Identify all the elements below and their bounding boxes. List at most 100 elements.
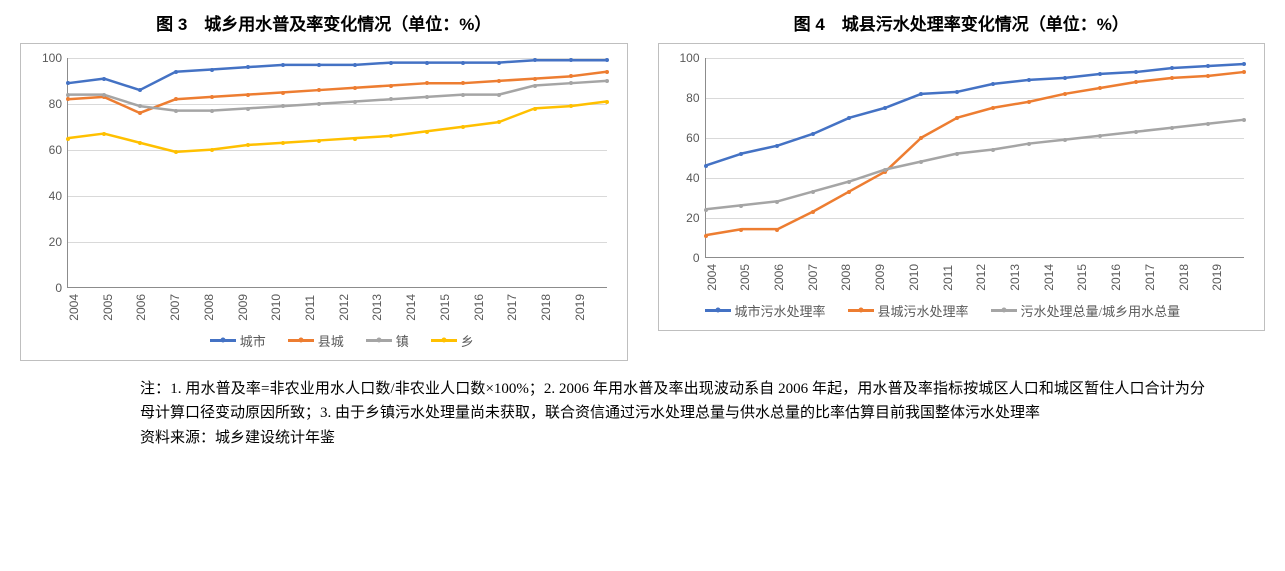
series-marker <box>138 104 142 108</box>
series-marker <box>246 107 250 111</box>
legend-swatch <box>210 339 236 342</box>
y-tick-label: 100 <box>32 51 62 65</box>
series-marker <box>991 82 995 86</box>
y-tick-label: 80 <box>670 91 700 105</box>
series-marker <box>847 190 851 194</box>
series-marker <box>1170 76 1174 80</box>
legend-swatch <box>431 339 457 342</box>
series-marker <box>1134 130 1138 134</box>
series-marker <box>425 95 429 99</box>
series-marker <box>138 88 142 92</box>
x-tick-label: 2008 <box>839 264 873 291</box>
series-marker <box>919 92 923 96</box>
x-tick-label: 2014 <box>404 294 438 321</box>
series-marker <box>1063 92 1067 96</box>
series-marker <box>497 120 501 124</box>
chart3-box: 020406080100 200420052006200720082009201… <box>20 43 628 361</box>
series-marker <box>775 228 779 232</box>
x-tick-label: 2007 <box>806 264 840 291</box>
chart3-legend: 城市 县城 镇 乡 <box>67 331 617 350</box>
series-marker <box>210 95 214 99</box>
y-tick-label: 100 <box>670 51 700 65</box>
series-marker <box>704 164 708 168</box>
chart4-block: 图 4 城县污水处理率变化情况（单位：%） 020406080100 20042… <box>658 10 1266 361</box>
chart4-title: 图 4 城县污水处理率变化情况（单位：%） <box>658 10 1266 35</box>
series-marker <box>1170 66 1174 70</box>
series-marker <box>281 91 285 95</box>
x-tick-label: 2008 <box>202 294 236 321</box>
series-marker <box>739 228 743 232</box>
x-tick-label: 2011 <box>303 294 337 321</box>
series-marker <box>991 106 995 110</box>
y-tick-label: 0 <box>670 251 700 265</box>
series-marker <box>1027 100 1031 104</box>
series-marker <box>1134 80 1138 84</box>
series-marker <box>883 168 887 172</box>
series-marker <box>605 100 609 104</box>
x-tick-label: 2006 <box>134 294 168 321</box>
legend-label: 污水处理总量/城乡用水总量 <box>1021 301 1181 320</box>
x-tick-label: 2014 <box>1042 264 1076 291</box>
x-tick-label: 2018 <box>539 294 573 321</box>
series-marker <box>1242 62 1246 66</box>
series-line <box>68 60 607 90</box>
series-marker <box>955 152 959 156</box>
series-marker <box>1027 142 1031 146</box>
legend-item: 县城污水处理率 <box>848 301 969 320</box>
series-marker <box>605 79 609 83</box>
x-tick-label: 2010 <box>907 264 941 291</box>
legend-label: 镇 <box>396 331 409 350</box>
charts-row: 图 3 城乡用水普及率变化情况（单位：%） 020406080100 20042… <box>20 10 1265 361</box>
x-tick-label: 2005 <box>101 294 135 321</box>
x-tick-label: 2005 <box>738 264 772 291</box>
legend-label: 城市 <box>240 331 266 350</box>
chart3-title: 图 3 城乡用水普及率变化情况（单位：%） <box>20 10 628 35</box>
series-marker <box>425 81 429 85</box>
x-tick-label: 2017 <box>505 294 539 321</box>
series-marker <box>174 150 178 154</box>
y-tick-label: 20 <box>670 211 700 225</box>
series-marker <box>353 63 357 67</box>
series-marker <box>389 61 393 65</box>
legend-item: 污水处理总量/城乡用水总量 <box>991 301 1181 320</box>
series-marker <box>569 81 573 85</box>
legend-label: 县城污水处理率 <box>878 301 969 320</box>
series-marker <box>461 93 465 97</box>
series-marker <box>605 58 609 62</box>
series-marker <box>281 141 285 145</box>
legend-label: 城市污水处理率 <box>735 301 826 320</box>
series-marker <box>955 116 959 120</box>
x-tick-label: 2015 <box>438 294 472 321</box>
series-marker <box>389 134 393 138</box>
footnote: 注：1. 用水普及率=非农业用水人口数/非农业人口数×100%；2. 2006 … <box>140 377 1205 451</box>
series-marker <box>281 104 285 108</box>
legend-item: 县城 <box>288 331 344 350</box>
x-tick-label: 2004 <box>67 294 101 321</box>
series-marker <box>955 90 959 94</box>
series-marker <box>353 100 357 104</box>
chart-lines <box>68 58 607 287</box>
legend-swatch <box>366 339 392 342</box>
legend-swatch <box>705 309 731 312</box>
series-marker <box>533 107 537 111</box>
series-marker <box>569 58 573 62</box>
series-marker <box>1242 70 1246 74</box>
x-tick-label: 2019 <box>573 294 607 321</box>
series-marker <box>811 190 815 194</box>
legend-swatch <box>991 309 1017 312</box>
series-marker <box>1206 122 1210 126</box>
series-marker <box>497 61 501 65</box>
series-marker <box>174 97 178 101</box>
series-marker <box>353 137 357 141</box>
series-marker <box>389 97 393 101</box>
series-marker <box>281 63 285 67</box>
x-tick-label: 2007 <box>168 294 202 321</box>
legend-label: 乡 <box>461 331 474 350</box>
series-marker <box>353 86 357 90</box>
series-marker <box>739 204 743 208</box>
series-marker <box>66 137 70 141</box>
chart4-box: 020406080100 200420052006200720082009201… <box>658 43 1266 331</box>
legend-item: 镇 <box>366 331 409 350</box>
series-marker <box>461 125 465 129</box>
series-marker <box>847 180 851 184</box>
